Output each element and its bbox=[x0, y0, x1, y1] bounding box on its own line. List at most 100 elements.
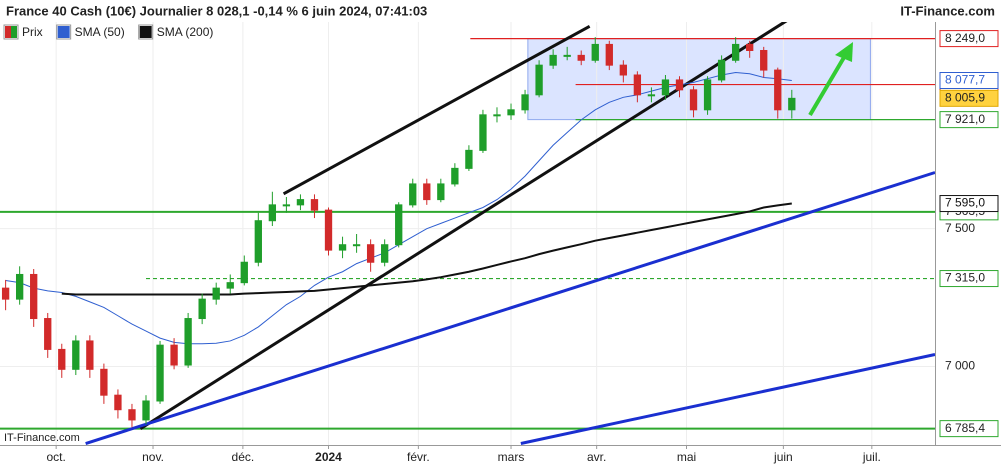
price-label-box bbox=[939, 72, 999, 90]
legend-swatch bbox=[139, 26, 152, 38]
price-label: 8 077,7 bbox=[945, 73, 985, 87]
candle-body bbox=[788, 97, 796, 111]
price-label: 7 921,0 bbox=[945, 112, 985, 126]
price-label: 6 785,4 bbox=[945, 421, 985, 435]
price-label: 8 249,0 bbox=[945, 31, 985, 45]
candle-body bbox=[703, 79, 712, 111]
candle-body bbox=[310, 199, 319, 211]
trend-line bbox=[520, 353, 936, 445]
trend-line bbox=[282, 24, 591, 196]
arrow-shaft bbox=[808, 52, 848, 117]
candle-body bbox=[282, 204, 291, 207]
candle-body bbox=[30, 273, 38, 320]
legend-label: Prix bbox=[22, 25, 43, 39]
candle-body bbox=[268, 204, 277, 222]
x-tick-label: juin bbox=[773, 450, 793, 464]
candle-body bbox=[619, 64, 627, 76]
price-label-box bbox=[939, 420, 999, 438]
candle-body bbox=[114, 394, 122, 411]
candle-body bbox=[254, 220, 262, 263]
candle-body bbox=[142, 400, 150, 421]
candle-body bbox=[44, 318, 52, 350]
candle-body bbox=[381, 244, 389, 263]
candle-body bbox=[423, 183, 431, 201]
chart-title: France 40 Cash (10€) Journalier 8 028,1 … bbox=[6, 3, 427, 18]
candle-body bbox=[100, 368, 108, 396]
candle-body bbox=[563, 54, 571, 57]
candle-body bbox=[577, 54, 585, 61]
candle-body bbox=[395, 204, 403, 246]
legend-label: SMA (200) bbox=[157, 25, 214, 39]
candle-body bbox=[212, 287, 220, 300]
candle-body bbox=[184, 318, 192, 366]
candle-body bbox=[198, 298, 206, 320]
candle-body bbox=[58, 348, 66, 370]
candle-body bbox=[366, 244, 375, 263]
candle-body bbox=[437, 183, 445, 201]
x-tick-label: oct. bbox=[46, 450, 65, 464]
x-tick-label: mars bbox=[498, 450, 525, 464]
candle-body bbox=[296, 199, 305, 206]
candle-body bbox=[352, 244, 361, 247]
x-tick-label: nov. bbox=[142, 450, 164, 464]
candle-body bbox=[549, 54, 557, 66]
candle-body bbox=[493, 114, 501, 117]
y-tick-label: 7 000 bbox=[945, 359, 975, 373]
candle-body bbox=[746, 43, 754, 51]
candle-body bbox=[521, 94, 529, 111]
candle-body bbox=[338, 244, 347, 251]
candle-body bbox=[15, 273, 24, 300]
legend-swatch bbox=[57, 26, 70, 38]
candle-body bbox=[324, 209, 333, 251]
candle-body bbox=[647, 94, 656, 97]
candle-body bbox=[451, 167, 459, 185]
candle-body bbox=[156, 344, 164, 402]
price-label-box bbox=[939, 195, 999, 213]
price-label: 8 005,9 bbox=[945, 91, 985, 105]
y-tick-label: 7 500 bbox=[945, 221, 975, 235]
candle-body bbox=[465, 149, 473, 169]
header bbox=[0, 0, 1001, 22]
price-label-box bbox=[939, 270, 999, 288]
candle-body bbox=[240, 261, 248, 284]
price-label-box bbox=[939, 89, 999, 107]
candle-body bbox=[479, 114, 487, 151]
candle-body bbox=[409, 183, 417, 206]
legend-swatch bbox=[11, 26, 17, 38]
candle-body bbox=[591, 43, 599, 61]
candle-body bbox=[774, 69, 782, 111]
legend-swatch bbox=[5, 26, 11, 38]
price-label: 7 595,0 bbox=[945, 196, 985, 210]
sma-line bbox=[61, 202, 792, 296]
candle-body bbox=[731, 43, 740, 61]
plot-area bbox=[0, 0, 936, 445]
candle-body bbox=[1, 287, 10, 300]
legend-label: SMA (50) bbox=[75, 25, 125, 39]
candle-body bbox=[760, 49, 768, 71]
x-tick-label: déc. bbox=[232, 450, 255, 464]
candle-body bbox=[72, 340, 80, 370]
price-label: 7 315,0 bbox=[945, 271, 985, 285]
candle-body bbox=[717, 59, 726, 81]
x-tick-label: avr. bbox=[587, 450, 606, 464]
candle-body bbox=[675, 79, 684, 91]
candle-body bbox=[507, 109, 515, 116]
price-label-box bbox=[939, 30, 999, 48]
candle-body bbox=[605, 43, 613, 66]
candle-body bbox=[535, 64, 543, 96]
legend: Prix SMA (50) SMA (200) bbox=[3, 24, 214, 40]
trend-line bbox=[139, 0, 821, 431]
watermark: IT-Finance.com bbox=[4, 432, 80, 444]
arrow bbox=[808, 42, 853, 117]
zone bbox=[527, 38, 871, 121]
candle-body bbox=[661, 79, 670, 96]
candle-body bbox=[633, 74, 642, 96]
candle-body bbox=[226, 282, 234, 289]
x-tick-label: févr. bbox=[407, 450, 430, 464]
candle-body bbox=[689, 89, 698, 111]
x-tick-label: 2024 bbox=[315, 450, 342, 464]
x-tick-label: juil. bbox=[862, 450, 881, 464]
candle-body bbox=[86, 340, 94, 370]
